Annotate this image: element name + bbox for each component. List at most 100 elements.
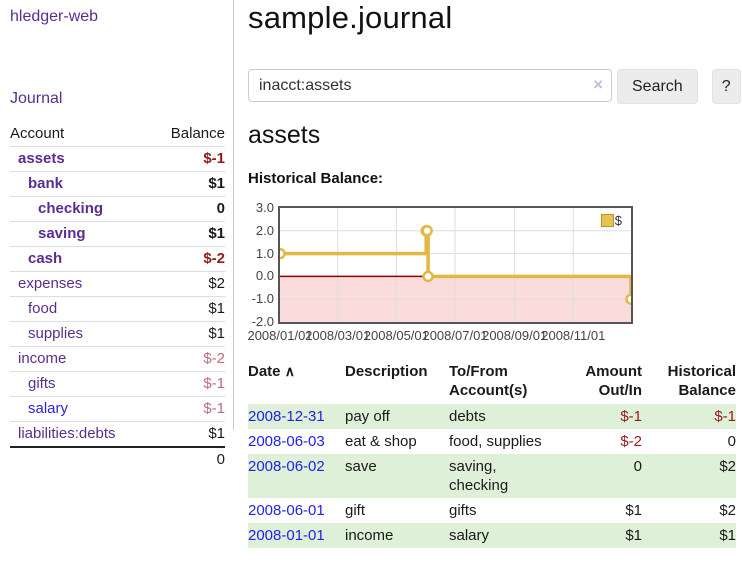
sidebar-item-journal[interactable]: Journal xyxy=(10,90,63,107)
account-row-expenses: expenses $2 xyxy=(10,271,225,297)
transaction-amount: $-2 xyxy=(620,433,642,450)
search-button[interactable]: Search xyxy=(617,69,698,104)
account-total-row: 0 xyxy=(10,446,225,472)
account-row-liabilities-debts: liabilities:debts $1 xyxy=(10,421,225,448)
accounts-column-header: To/From Account(s) xyxy=(449,363,528,399)
transaction-amount: $1 xyxy=(625,502,642,519)
account-link-assets[interactable]: assets xyxy=(18,150,65,167)
transaction-accounts: food, supplies xyxy=(449,433,542,450)
amount-column-header: Amount Out/In xyxy=(585,363,642,399)
x-tick-label: 2008/03/01 xyxy=(305,328,371,343)
register-row: 2008-01-01 income salary $1 $1 xyxy=(248,523,736,548)
account-balance: $-1 xyxy=(152,396,225,422)
description-column-header: Description xyxy=(345,363,428,380)
chart-heading: Historical Balance: xyxy=(248,170,384,187)
y-tick-label: -2.0 xyxy=(251,314,274,329)
historical-balance-chart: $ xyxy=(278,206,633,324)
account-link-cash[interactable]: cash xyxy=(28,250,63,267)
sidebar: hledger-web Journal Account Balance asse… xyxy=(0,0,233,472)
chart-legend: $ xyxy=(600,213,622,228)
account-row-bank: bank $1 xyxy=(10,171,225,197)
account-link-income[interactable]: income xyxy=(18,350,67,367)
transaction-description: eat & shop xyxy=(345,433,417,450)
transaction-accounts: gifts xyxy=(449,502,477,519)
transaction-description: save xyxy=(345,458,377,475)
transaction-balance: $1 xyxy=(719,527,736,544)
x-tick-label: 2008/09/01 xyxy=(482,328,548,343)
account-balance: $-2 xyxy=(152,346,225,372)
account-row-cash: cash $-2 xyxy=(10,246,225,272)
transaction-amount: $-1 xyxy=(620,408,642,425)
y-tick-label: 2.0 xyxy=(255,222,274,238)
account-row-assets: assets $-1 xyxy=(10,146,225,172)
account-link-saving[interactable]: saving xyxy=(38,225,86,242)
x-tick-label: 2008/01/01 xyxy=(247,328,313,343)
transaction-balance: $-1 xyxy=(714,408,736,425)
page-title: sample.journal xyxy=(248,0,453,35)
account-row-food: food $1 xyxy=(10,296,225,322)
register-table: Date ∧ Description To/From Account(s) Am… xyxy=(248,360,736,548)
main-content: sample.journal × Search ? assets Histori… xyxy=(247,0,742,582)
account-table-header: Account Balance xyxy=(10,122,225,147)
y-tick-label: 3.0 xyxy=(255,200,274,215)
account-balance: $1 xyxy=(152,421,225,448)
account-link-food[interactable]: food xyxy=(28,300,58,317)
transaction-date-link[interactable]: 2008-01-01 xyxy=(248,527,325,544)
date-column-header[interactable]: Date ∧ xyxy=(248,363,295,380)
register-row: 2008-06-03 eat & shop food, supplies $-2… xyxy=(248,429,736,454)
y-tick-label: -1.0 xyxy=(251,291,274,307)
transaction-accounts: debts xyxy=(449,408,486,425)
account-heading: assets xyxy=(248,121,321,149)
x-tick-label: 2008/11/01 xyxy=(541,328,606,343)
account-row-saving: saving $1 xyxy=(10,221,225,247)
transaction-date-link[interactable]: 2008-06-01 xyxy=(248,502,325,519)
account-balance: $1 xyxy=(152,221,225,247)
clear-search-icon[interactable]: × xyxy=(593,75,603,94)
transaction-date-link[interactable]: 2008-12-31 xyxy=(248,408,325,425)
account-link-bank[interactable]: bank xyxy=(28,175,64,192)
app-title-link[interactable]: hledger-web xyxy=(10,8,99,25)
account-row-gifts: gifts $-1 xyxy=(10,371,225,397)
account-link-liabilities-debts[interactable]: liabilities:debts xyxy=(18,425,116,442)
search-input[interactable] xyxy=(248,69,612,102)
account-link-expenses[interactable]: expenses xyxy=(18,275,83,292)
transaction-accounts: salary xyxy=(449,527,490,544)
x-tick-label: 2008/07/01 xyxy=(422,328,488,343)
y-tick-label: 1.0 xyxy=(255,245,274,261)
legend-label: $ xyxy=(614,213,622,228)
account-link-checking[interactable]: checking xyxy=(38,200,104,217)
chart-plot-area xyxy=(280,208,631,322)
transaction-description: gift xyxy=(345,502,366,519)
register-row: 2008-06-02 save saving, checking 0 $2 xyxy=(248,454,736,498)
search-form: × Search ? xyxy=(248,69,741,104)
account-link-gifts[interactable]: gifts xyxy=(28,375,56,392)
transaction-description: pay off xyxy=(345,408,390,425)
account-row-supplies: supplies $1 xyxy=(10,321,225,347)
sidebar-divider xyxy=(233,0,234,430)
register-header-row: Date ∧ Description To/From Account(s) Am… xyxy=(248,360,736,404)
account-column-header: Account xyxy=(10,122,153,147)
transaction-description: income xyxy=(345,527,394,544)
register-row: 2008-06-01 gift gifts $1 $2 xyxy=(248,498,736,523)
legend-swatch-icon xyxy=(600,214,614,227)
account-balance: $-1 xyxy=(152,146,225,172)
sort-ascending-icon: ∧ xyxy=(284,363,295,379)
account-balance: 0 xyxy=(152,196,225,222)
y-tick-label: 0.0 xyxy=(255,268,274,284)
transaction-date-link[interactable]: 2008-06-02 xyxy=(248,458,325,475)
balance-column-header: Balance xyxy=(152,122,225,147)
transaction-balance: $2 xyxy=(719,458,736,475)
account-balance: $1 xyxy=(152,171,225,197)
transaction-balance: $2 xyxy=(719,502,736,519)
account-balance: $2 xyxy=(152,271,225,297)
account-balance: $-1 xyxy=(152,371,225,397)
transaction-balance: 0 xyxy=(727,433,736,450)
transaction-accounts: saving, checking xyxy=(449,458,509,494)
account-balance: $-2 xyxy=(152,246,225,272)
transaction-date-link[interactable]: 2008-06-03 xyxy=(248,433,325,450)
help-button[interactable]: ? xyxy=(711,69,741,104)
account-total-balance: 0 xyxy=(152,446,225,472)
account-link-salary[interactable]: salary xyxy=(28,400,69,417)
account-link-supplies[interactable]: supplies xyxy=(28,325,84,342)
x-tick-label: 2008/05/01 xyxy=(363,328,429,343)
